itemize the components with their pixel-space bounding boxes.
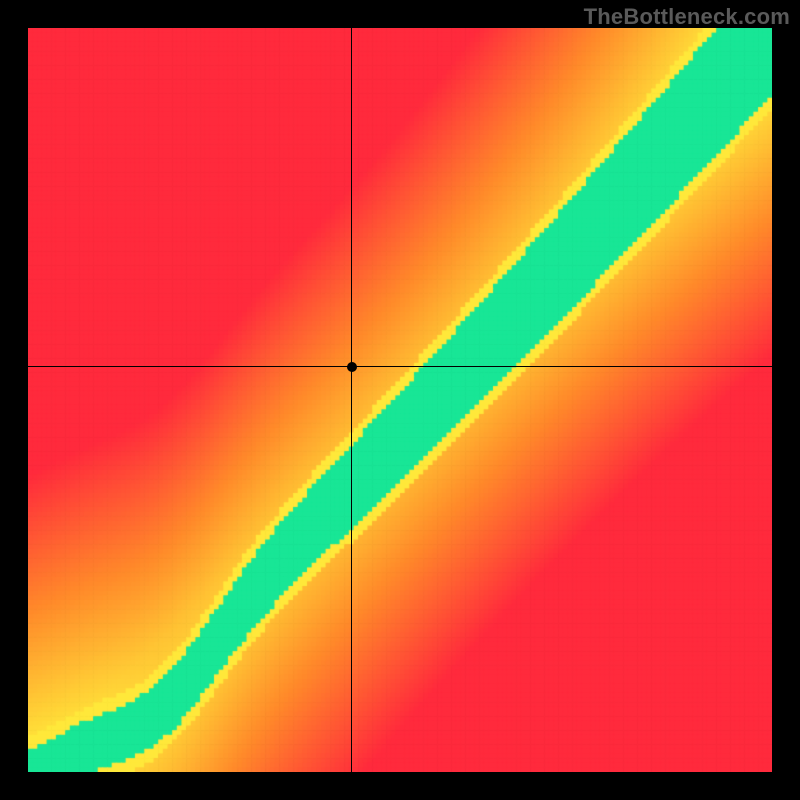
heatmap-canvas: [28, 28, 772, 772]
watermark-text: TheBottleneck.com: [584, 4, 790, 30]
chart-frame: TheBottleneck.com: [0, 0, 800, 800]
plot-area: [28, 28, 772, 772]
crosshair-horizontal: [28, 366, 772, 367]
crosshair-vertical: [351, 28, 352, 772]
crosshair-marker: [347, 362, 357, 372]
